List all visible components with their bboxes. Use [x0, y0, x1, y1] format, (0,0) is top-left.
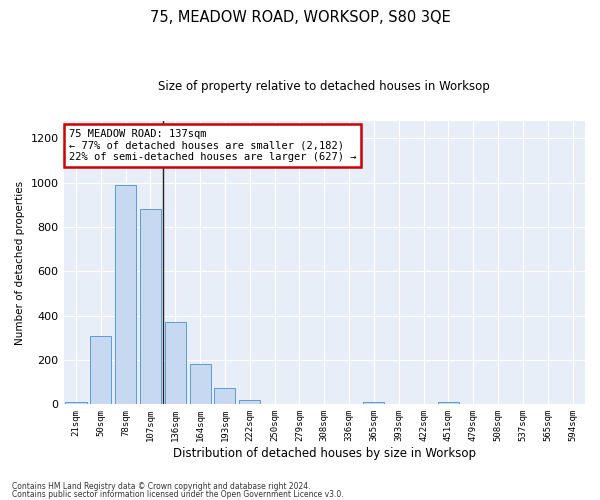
Y-axis label: Number of detached properties: Number of detached properties [15, 180, 25, 344]
Bar [65, 402, 86, 404]
Bar [140, 209, 161, 404]
Bar [190, 364, 211, 405]
X-axis label: Distribution of detached houses by size in Worksop: Distribution of detached houses by size … [173, 447, 476, 460]
Bar [364, 402, 385, 404]
Bar [165, 322, 186, 404]
Bar [214, 388, 235, 404]
Text: Contains public sector information licensed under the Open Government Licence v3: Contains public sector information licen… [12, 490, 344, 499]
Bar [115, 185, 136, 404]
Text: Contains HM Land Registry data © Crown copyright and database right 2024.: Contains HM Land Registry data © Crown c… [12, 482, 311, 491]
Bar [90, 336, 112, 404]
Text: 75, MEADOW ROAD, WORKSOP, S80 3QE: 75, MEADOW ROAD, WORKSOP, S80 3QE [149, 10, 451, 25]
Bar [438, 402, 459, 404]
Title: Size of property relative to detached houses in Worksop: Size of property relative to detached ho… [158, 80, 490, 93]
Bar [239, 400, 260, 404]
Text: 75 MEADOW ROAD: 137sqm
← 77% of detached houses are smaller (2,182)
22% of semi-: 75 MEADOW ROAD: 137sqm ← 77% of detached… [69, 129, 356, 162]
